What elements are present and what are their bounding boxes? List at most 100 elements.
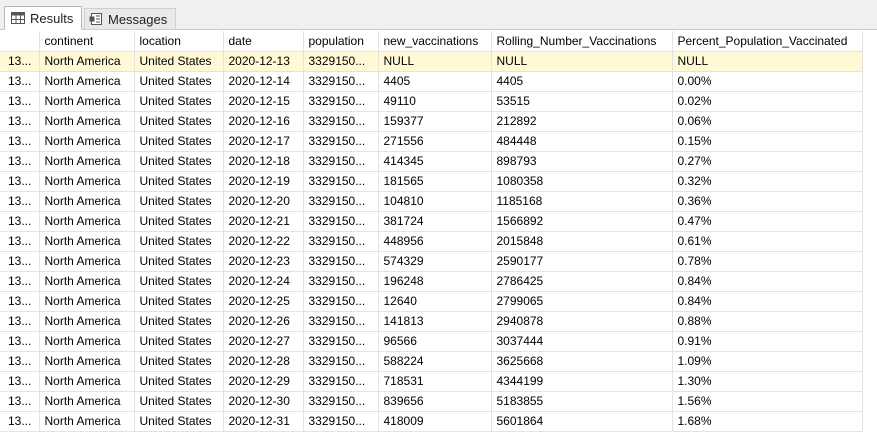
cell-date[interactable]: 2020-12-16 (223, 111, 304, 132)
table-row[interactable]: 13... North America United States 2020-12-1… (0, 51, 863, 72)
cell-location[interactable]: United States (134, 371, 224, 392)
cell-rolling-number-vaccinations[interactable]: 53515 (491, 91, 673, 112)
cell-new-vaccinations[interactable]: 49110 (378, 91, 492, 112)
row-header[interactable]: 13... (0, 311, 40, 332)
cell-new-vaccinations[interactable]: 104810 (378, 191, 492, 212)
row-header[interactable]: 13... (0, 291, 40, 312)
column-header-new-vaccinations[interactable]: new_vaccinations (378, 31, 492, 52)
cell-new-vaccinations[interactable]: 381724 (378, 211, 492, 232)
table-row[interactable]: 13... North America United States 2020-12-1… (0, 71, 863, 92)
cell-population[interactable]: 3329150... (303, 271, 379, 292)
cell-population[interactable]: 3329150... (303, 411, 379, 432)
cell-rolling-number-vaccinations[interactable]: 1080358 (491, 171, 673, 192)
cell-continent[interactable]: North America (39, 191, 135, 212)
cell-population[interactable]: 3329150... (303, 171, 379, 192)
cell-percent-population-vaccinated[interactable]: 0.47% (672, 211, 863, 232)
cell-date[interactable]: 2020-12-26 (223, 311, 304, 332)
cell-date[interactable]: 2020-12-24 (223, 271, 304, 292)
cell-continent[interactable]: North America (39, 111, 135, 132)
cell-percent-population-vaccinated[interactable]: 1.68% (672, 411, 863, 432)
table-row[interactable]: 13... North America United States 2020-12-2… (0, 351, 863, 372)
cell-rolling-number-vaccinations[interactable]: 3037444 (491, 331, 673, 352)
cell-rolling-number-vaccinations[interactable]: 2786425 (491, 271, 673, 292)
results-grid[interactable]: continent location date population new_v… (0, 31, 877, 433)
cell-rolling-number-vaccinations[interactable]: 212892 (491, 111, 673, 132)
cell-percent-population-vaccinated[interactable]: 0.15% (672, 131, 863, 152)
cell-date[interactable]: 2020-12-31 (223, 411, 304, 432)
table-row[interactable]: 13... North America United States 2020-12-1… (0, 91, 863, 112)
table-row[interactable]: 13... North America United States 2020-12-2… (0, 271, 863, 292)
cell-rolling-number-vaccinations[interactable]: 1566892 (491, 211, 673, 232)
table-row[interactable]: 13... North America United States 2020-12-2… (0, 311, 863, 332)
cell-rolling-number-vaccinations[interactable]: 2590177 (491, 251, 673, 272)
cell-percent-population-vaccinated[interactable]: 0.88% (672, 311, 863, 332)
cell-location[interactable]: United States (134, 211, 224, 232)
table-row[interactable]: 13... North America United States 2020-12-2… (0, 211, 863, 232)
cell-date[interactable]: 2020-12-13 (223, 51, 304, 72)
cell-percent-population-vaccinated[interactable]: 0.00% (672, 71, 863, 92)
cell-continent[interactable]: North America (39, 131, 135, 152)
column-header-percent-population-vaccinated[interactable]: Percent_Population_Vaccinated (672, 31, 863, 52)
row-header[interactable]: 13... (0, 51, 40, 72)
row-header[interactable]: 13... (0, 411, 40, 432)
cell-new-vaccinations[interactable]: 574329 (378, 251, 492, 272)
cell-new-vaccinations[interactable]: 588224 (378, 351, 492, 372)
cell-continent[interactable]: North America (39, 51, 135, 72)
cell-location[interactable]: United States (134, 151, 224, 172)
cell-location[interactable]: United States (134, 191, 224, 212)
cell-rolling-number-vaccinations[interactable]: 1185168 (491, 191, 673, 212)
cell-percent-population-vaccinated[interactable]: 0.84% (672, 271, 863, 292)
cell-continent[interactable]: North America (39, 291, 135, 312)
cell-location[interactable]: United States (134, 271, 224, 292)
cell-population[interactable]: 3329150... (303, 311, 379, 332)
cell-location[interactable]: United States (134, 411, 224, 432)
cell-population[interactable]: 3329150... (303, 351, 379, 372)
row-header[interactable]: 13... (0, 171, 40, 192)
cell-new-vaccinations[interactable]: 141813 (378, 311, 492, 332)
cell-population[interactable]: 3329150... (303, 151, 379, 172)
cell-population[interactable]: 3329150... (303, 331, 379, 352)
table-row[interactable]: 13... North America United States 2020-12-1… (0, 151, 863, 172)
corner-cell[interactable] (0, 31, 40, 52)
cell-location[interactable]: United States (134, 111, 224, 132)
cell-continent[interactable]: North America (39, 71, 135, 92)
cell-population[interactable]: 3329150... (303, 191, 379, 212)
cell-population[interactable]: 3329150... (303, 51, 379, 72)
cell-rolling-number-vaccinations[interactable]: 4344199 (491, 371, 673, 392)
column-header-date[interactable]: date (223, 31, 304, 52)
column-header-location[interactable]: location (134, 31, 224, 52)
cell-rolling-number-vaccinations[interactable]: NULL (491, 51, 673, 72)
cell-new-vaccinations[interactable]: 12640 (378, 291, 492, 312)
table-row[interactable]: 13... North America United States 2020-12-2… (0, 231, 863, 252)
table-row[interactable]: 13... North America United States 2020-12-3… (0, 391, 863, 412)
table-row[interactable]: 13... North America United States 2020-12-2… (0, 371, 863, 392)
cell-date[interactable]: 2020-12-25 (223, 291, 304, 312)
row-header[interactable]: 13... (0, 371, 40, 392)
cell-date[interactable]: 2020-12-15 (223, 91, 304, 112)
cell-percent-population-vaccinated[interactable]: 1.56% (672, 391, 863, 412)
cell-date[interactable]: 2020-12-18 (223, 151, 304, 172)
cell-location[interactable]: United States (134, 91, 224, 112)
cell-rolling-number-vaccinations[interactable]: 2799065 (491, 291, 673, 312)
cell-new-vaccinations[interactable]: 271556 (378, 131, 492, 152)
tab-messages[interactable]: Messages (84, 8, 176, 30)
cell-population[interactable]: 3329150... (303, 71, 379, 92)
table-row[interactable]: 13... North America United States 2020-12-2… (0, 191, 863, 212)
cell-population[interactable]: 3329150... (303, 111, 379, 132)
cell-date[interactable]: 2020-12-27 (223, 331, 304, 352)
cell-percent-population-vaccinated[interactable]: 0.84% (672, 291, 863, 312)
cell-rolling-number-vaccinations[interactable]: 3625668 (491, 351, 673, 372)
cell-percent-population-vaccinated[interactable]: 1.30% (672, 371, 863, 392)
cell-percent-population-vaccinated[interactable]: 0.27% (672, 151, 863, 172)
table-row[interactable]: 13... North America United States 2020-12-2… (0, 291, 863, 312)
cell-date[interactable]: 2020-12-20 (223, 191, 304, 212)
cell-location[interactable]: United States (134, 171, 224, 192)
cell-location[interactable]: United States (134, 231, 224, 252)
cell-population[interactable]: 3329150... (303, 211, 379, 232)
row-header[interactable]: 13... (0, 111, 40, 132)
cell-continent[interactable]: North America (39, 171, 135, 192)
cell-percent-population-vaccinated[interactable]: NULL (672, 51, 863, 72)
cell-percent-population-vaccinated[interactable]: 0.32% (672, 171, 863, 192)
cell-percent-population-vaccinated[interactable]: 0.78% (672, 251, 863, 272)
table-row[interactable]: 13... North America United States 2020-12-3… (0, 411, 863, 432)
